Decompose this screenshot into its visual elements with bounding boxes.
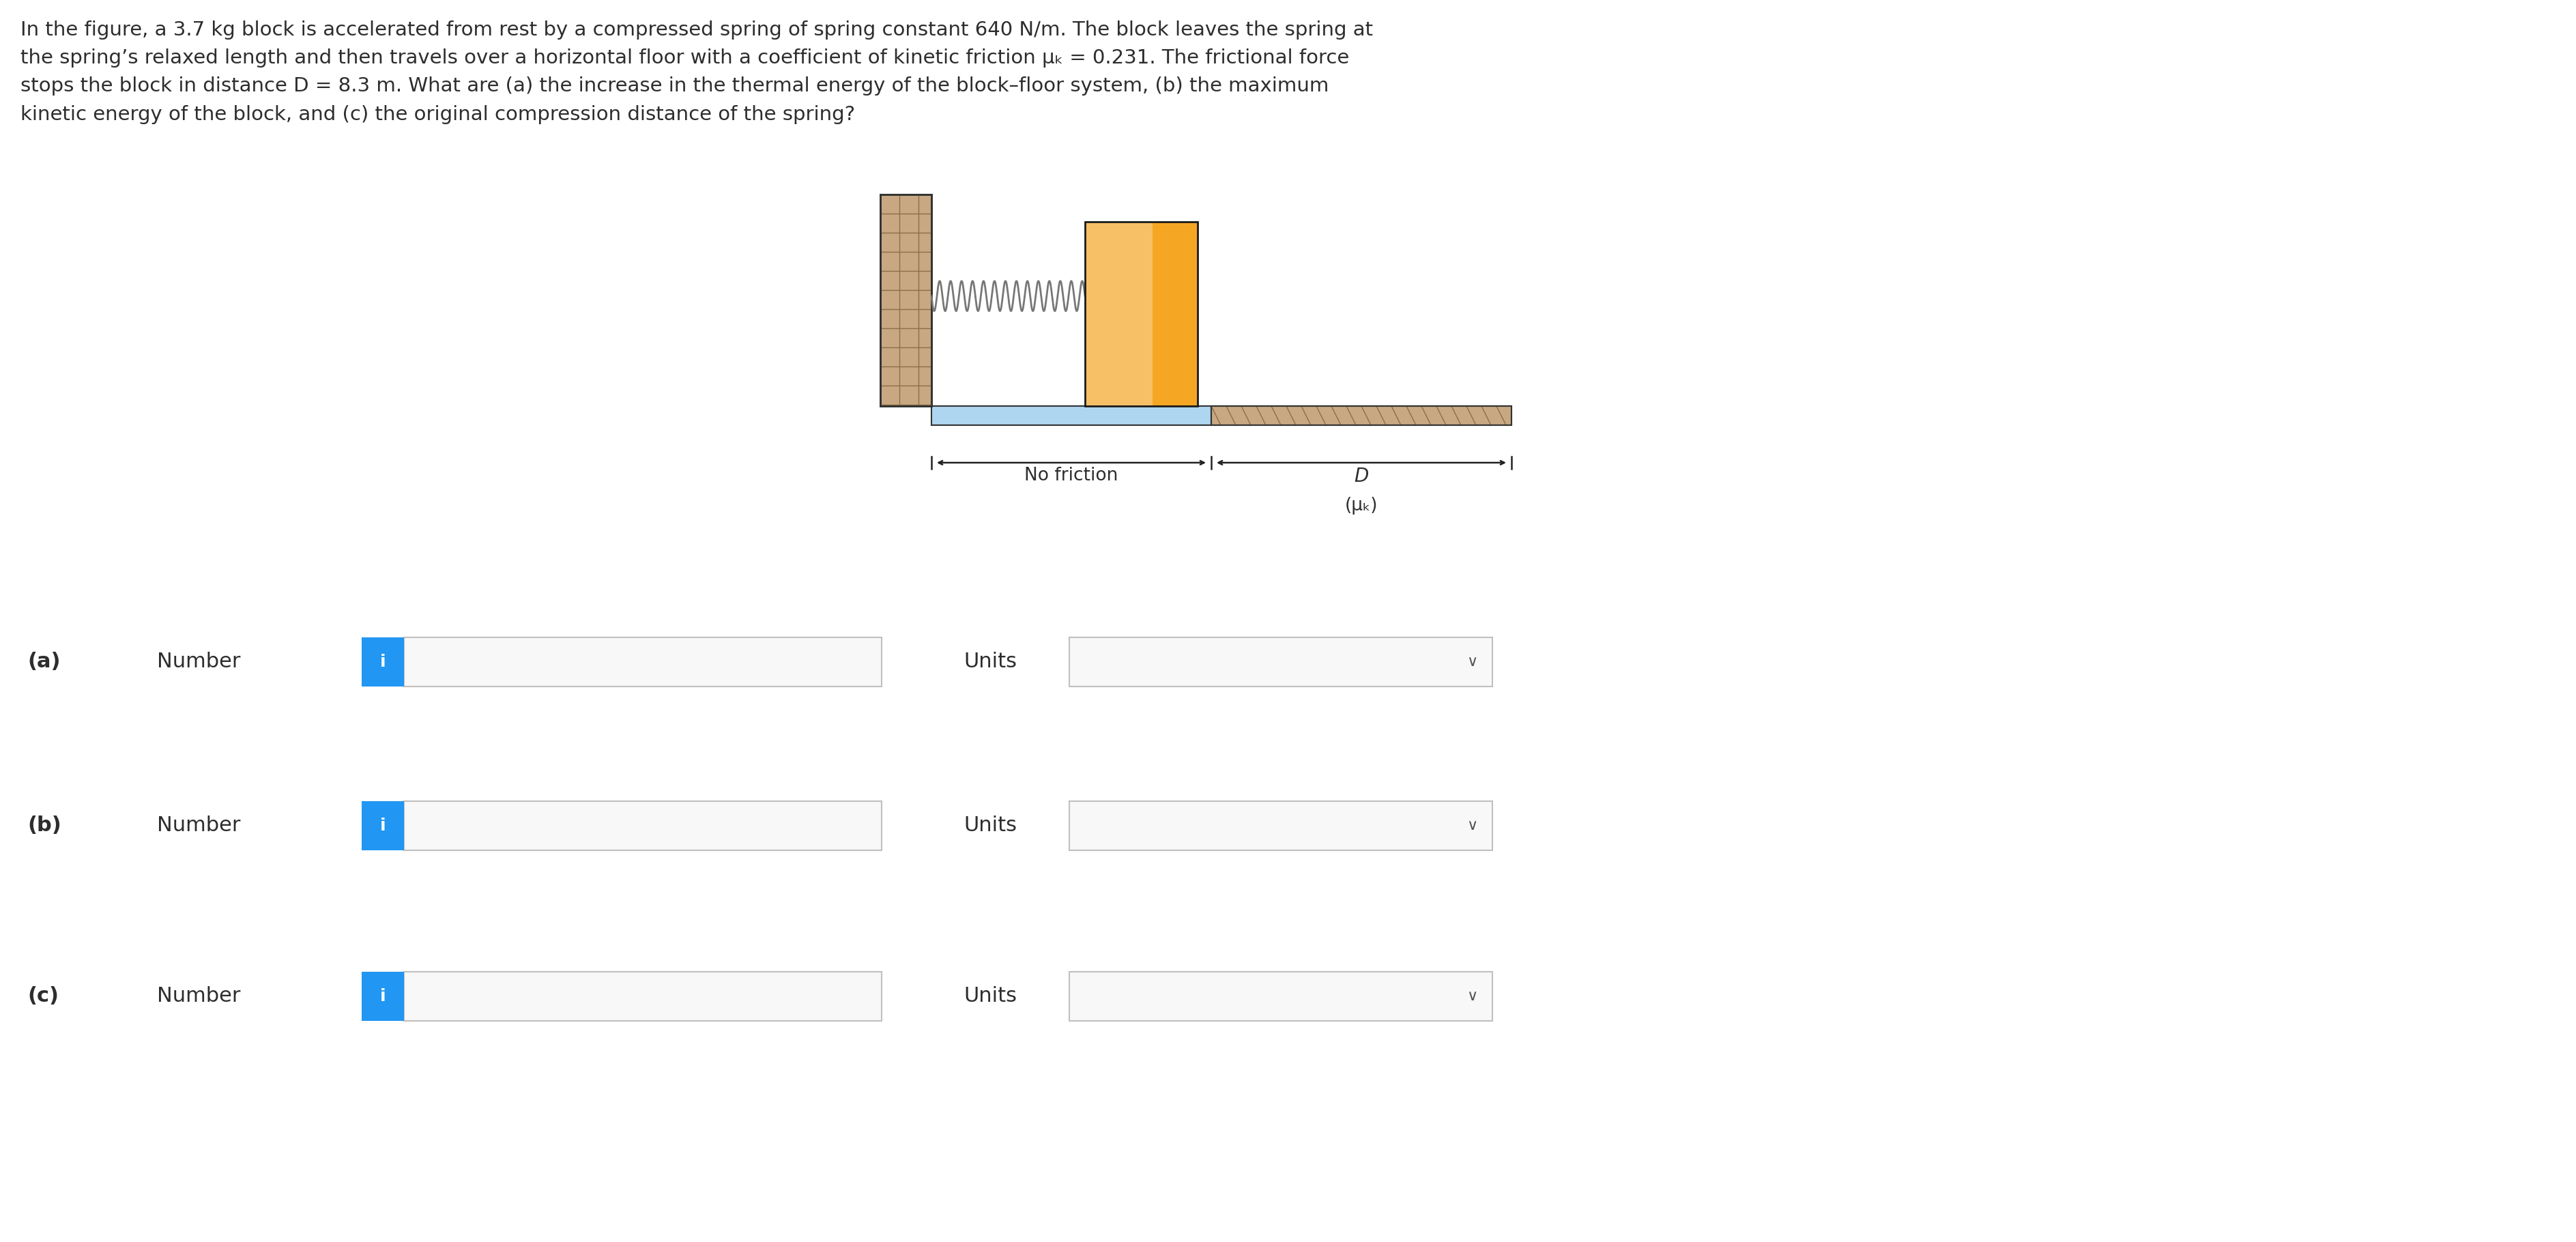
Text: (a): (a): [28, 652, 59, 672]
Bar: [1069, 637, 1492, 687]
Text: (b): (b): [28, 816, 62, 836]
Text: i: i: [379, 989, 386, 1005]
Text: D: D: [1355, 467, 1368, 486]
Bar: [361, 637, 404, 687]
Text: In the figure, a 3.7 kg block is accelerated from rest by a compressed spring of: In the figure, a 3.7 kg block is acceler…: [21, 20, 1373, 124]
Bar: [1069, 971, 1492, 1021]
Text: i: i: [379, 817, 386, 833]
Bar: [1084, 222, 1198, 406]
Bar: [361, 801, 404, 851]
Text: (c): (c): [28, 986, 59, 1006]
Text: ∨: ∨: [1466, 655, 1479, 668]
Bar: [881, 195, 933, 406]
Bar: [404, 801, 881, 851]
Bar: [881, 195, 933, 406]
Text: Units: Units: [963, 986, 1018, 1006]
Bar: [361, 971, 404, 1021]
Text: (μₖ): (μₖ): [1345, 497, 1378, 514]
Bar: [1084, 222, 1151, 406]
Text: No friction: No friction: [1025, 467, 1118, 484]
Bar: [1211, 406, 1512, 425]
Text: Number: Number: [157, 986, 240, 1006]
Bar: [1069, 801, 1492, 851]
Text: ∨: ∨: [1466, 818, 1479, 832]
Bar: [1084, 222, 1198, 406]
Bar: [404, 971, 881, 1021]
Bar: [404, 637, 881, 687]
Text: Number: Number: [157, 652, 240, 672]
Bar: [1211, 406, 1512, 425]
Text: Number: Number: [157, 816, 240, 836]
Text: Units: Units: [963, 816, 1018, 836]
Text: i: i: [379, 653, 386, 671]
Text: ∨: ∨: [1466, 990, 1479, 1004]
Bar: [933, 406, 1211, 425]
Text: Units: Units: [963, 652, 1018, 672]
